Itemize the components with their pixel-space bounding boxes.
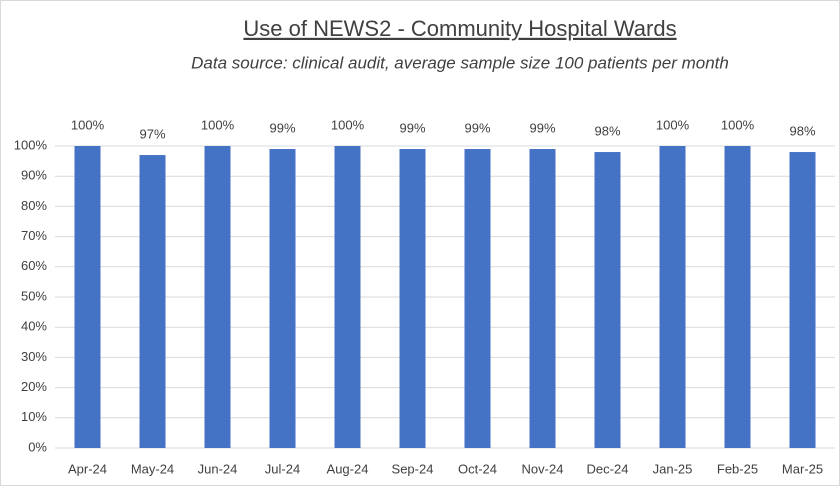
data-label: 97%: [139, 126, 165, 141]
data-label: 99%: [464, 120, 490, 135]
x-tick-label: Apr-24: [68, 461, 107, 476]
y-tick-label: 40%: [21, 319, 47, 334]
chart-subtitle: Data source: clinical audit, average sam…: [191, 53, 729, 72]
data-label: 98%: [789, 123, 815, 138]
x-tick-label: May-24: [131, 461, 174, 476]
data-label: 100%: [656, 117, 690, 132]
bar: [334, 146, 361, 448]
x-tick-label: Oct-24: [458, 461, 497, 476]
bar: [529, 149, 556, 448]
x-tick-label: Nov-24: [522, 461, 564, 476]
bar: [269, 149, 296, 448]
data-label: 99%: [399, 120, 425, 135]
bar: [139, 155, 166, 448]
bar: [724, 146, 751, 448]
y-tick-label: 80%: [21, 198, 47, 213]
x-tick-label: Dec-24: [587, 461, 629, 476]
y-tick-label: 10%: [21, 409, 47, 424]
bar: [594, 152, 621, 449]
data-label: 99%: [529, 120, 555, 135]
x-tick-label: Sep-24: [392, 461, 434, 476]
data-label: 98%: [594, 123, 620, 138]
y-tick-label: 100%: [14, 137, 48, 152]
bar: [204, 146, 231, 448]
chart-title: Use of NEWS2 - Community Hospital Wards: [243, 16, 676, 41]
y-tick-label: 0%: [28, 439, 47, 454]
bar: [659, 146, 686, 448]
data-label: 100%: [721, 117, 755, 132]
y-tick-label: 70%: [21, 228, 47, 243]
y-tick-label: 20%: [21, 379, 47, 394]
bar: [464, 149, 491, 448]
x-tick-label: Jan-25: [653, 461, 693, 476]
x-tick-label: Feb-25: [717, 461, 758, 476]
data-label: 100%: [71, 117, 105, 132]
x-tick-label: Aug-24: [327, 461, 369, 476]
y-tick-label: 30%: [21, 349, 47, 364]
bar: [74, 146, 101, 448]
x-tick-label: Mar-25: [782, 461, 823, 476]
y-tick-label: 50%: [21, 288, 47, 303]
data-label: 100%: [201, 117, 235, 132]
y-tick-label: 60%: [21, 258, 47, 273]
data-label: 99%: [269, 120, 295, 135]
y-tick-label: 90%: [21, 168, 47, 183]
x-tick-label: Jun-24: [198, 461, 238, 476]
x-tick-label: Jul-24: [265, 461, 300, 476]
bar: [789, 152, 816, 449]
data-label: 100%: [331, 117, 365, 132]
bar: [399, 149, 426, 448]
